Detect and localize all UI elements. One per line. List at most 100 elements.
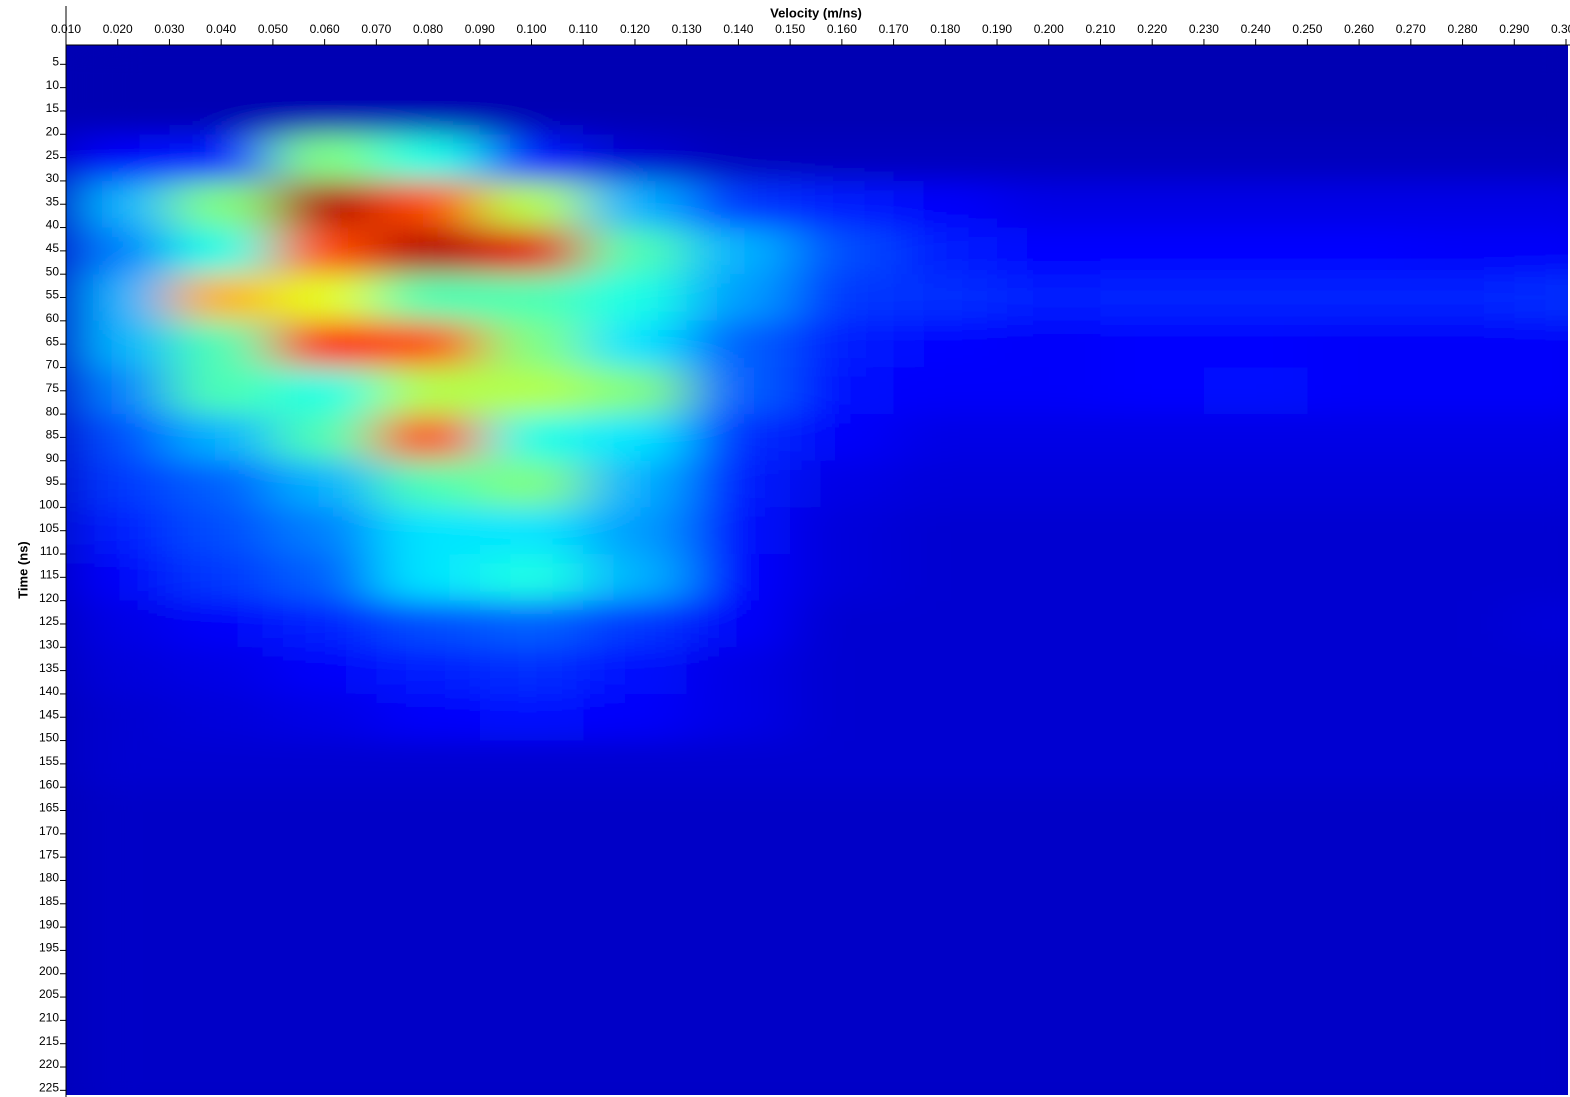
heatmap-cell [583, 274, 688, 322]
heatmap-cell [1203, 833, 1308, 881]
heatmap-cell [1203, 600, 1308, 648]
heatmap-cell [66, 927, 170, 975]
heatmap-cell [790, 833, 895, 881]
heatmap-cell [376, 927, 481, 975]
heatmap-cell [479, 927, 584, 975]
heatmap-cell [790, 507, 895, 555]
heatmap-cell [790, 367, 895, 415]
heatmap-cell [583, 134, 688, 182]
heatmap-cell [66, 414, 170, 462]
heatmap-cell [893, 600, 998, 648]
y-tick-label: 110 [40, 544, 59, 558]
heatmap-cell [376, 227, 481, 275]
heatmap-cell [272, 1020, 377, 1068]
heatmap-cell [1514, 460, 1568, 508]
heatmap-cells [66, 45, 1568, 1095]
heatmap-cell [1203, 927, 1308, 975]
y-tick-label: 35 [46, 194, 60, 208]
heatmap-cell [1203, 880, 1308, 928]
heatmap-cell [1100, 320, 1205, 368]
heatmap-cell [272, 414, 377, 462]
heatmap-cell [1410, 180, 1515, 229]
heatmap-cell [893, 507, 998, 555]
heatmap-cell [583, 927, 688, 975]
y-tick-label: 125 [39, 614, 59, 628]
heatmap-cell [1307, 973, 1412, 1021]
heatmap-cell [1100, 180, 1205, 229]
heatmap-cell [1203, 134, 1308, 182]
heatmap-cell [169, 693, 274, 742]
heatmap-cell [66, 693, 170, 742]
heatmap-cell [790, 134, 895, 182]
heatmap-cell [169, 87, 274, 135]
heatmap-cell [66, 554, 170, 602]
heatmap-cell [1100, 973, 1205, 1021]
y-tick-label: 185 [39, 894, 59, 908]
heatmap-cell [893, 693, 998, 742]
y-tick-label: 80 [46, 404, 60, 418]
heatmap-cell [169, 414, 274, 462]
heatmap-cell [1203, 414, 1308, 462]
heatmap-cell [272, 647, 377, 695]
heatmap-cell [479, 367, 584, 415]
heatmap-cell [169, 833, 274, 881]
heatmap-cell [66, 507, 170, 555]
x-tick-label: 0.050 [258, 22, 288, 36]
x-tick-label: 0.220 [1137, 22, 1167, 36]
heatmap-cell [1514, 880, 1568, 928]
heatmap-cell [1514, 973, 1568, 1021]
heatmap-cell [479, 180, 584, 229]
heatmap-cell [1514, 600, 1568, 648]
x-tick-label: 0.160 [827, 22, 857, 36]
heatmap-cell [1100, 647, 1205, 695]
heatmap-cell [893, 367, 998, 415]
heatmap-cell [1100, 367, 1205, 415]
y-tick-label: 220 [39, 1057, 59, 1071]
heatmap-cell [790, 460, 895, 508]
heatmap-cell [479, 460, 584, 508]
x-tick-label: 0.240 [1241, 22, 1271, 36]
heatmap-cell [376, 87, 481, 135]
y-tick-label: 75 [46, 381, 60, 395]
heatmap-cell [790, 180, 895, 229]
heatmap-cell [1307, 414, 1412, 462]
heatmap-cell [686, 367, 791, 415]
heatmap-cell [1100, 1067, 1205, 1095]
heatmap-cell [997, 833, 1101, 881]
heatmap-cell [66, 647, 170, 695]
heatmap-cell [997, 1020, 1101, 1068]
heatmap-cell [479, 880, 584, 928]
heatmap-cell [1100, 554, 1205, 602]
heatmap-cell [272, 740, 377, 788]
y-tick-label: 50 [46, 264, 60, 278]
heatmap-cell [66, 367, 170, 415]
heatmap-cell [169, 600, 274, 648]
heatmap-cell [169, 320, 274, 368]
heatmap-cell [997, 973, 1101, 1021]
heatmap-cell [479, 973, 584, 1021]
heatmap-cell [1410, 647, 1515, 695]
heatmap-cell [583, 87, 688, 135]
x-tick-label: 0.030 [154, 22, 184, 36]
heatmap-cell [66, 45, 170, 89]
heatmap-cell [1514, 740, 1568, 788]
heatmap-cell [583, 647, 688, 695]
y-tick-label: 175 [39, 847, 59, 861]
heatmap-cell [893, 927, 998, 975]
heatmap-cell [272, 927, 377, 975]
heatmap-cell [479, 274, 584, 322]
heatmap-cell [169, 367, 274, 415]
heatmap-cell [686, 554, 791, 602]
heatmap-cell [1514, 507, 1568, 555]
heatmap-cell [583, 693, 688, 742]
heatmap-cell [272, 880, 377, 928]
heatmap-cell [1100, 1020, 1205, 1068]
heatmap-cell [272, 973, 377, 1021]
x-tick-label: 0.180 [930, 22, 960, 36]
heatmap-cell [583, 367, 688, 415]
x-tick-label: 0.250 [1292, 22, 1322, 36]
x-tick-label: 0.150 [775, 22, 805, 36]
heatmap-cell [1203, 507, 1308, 555]
heatmap-cell [893, 1067, 998, 1095]
